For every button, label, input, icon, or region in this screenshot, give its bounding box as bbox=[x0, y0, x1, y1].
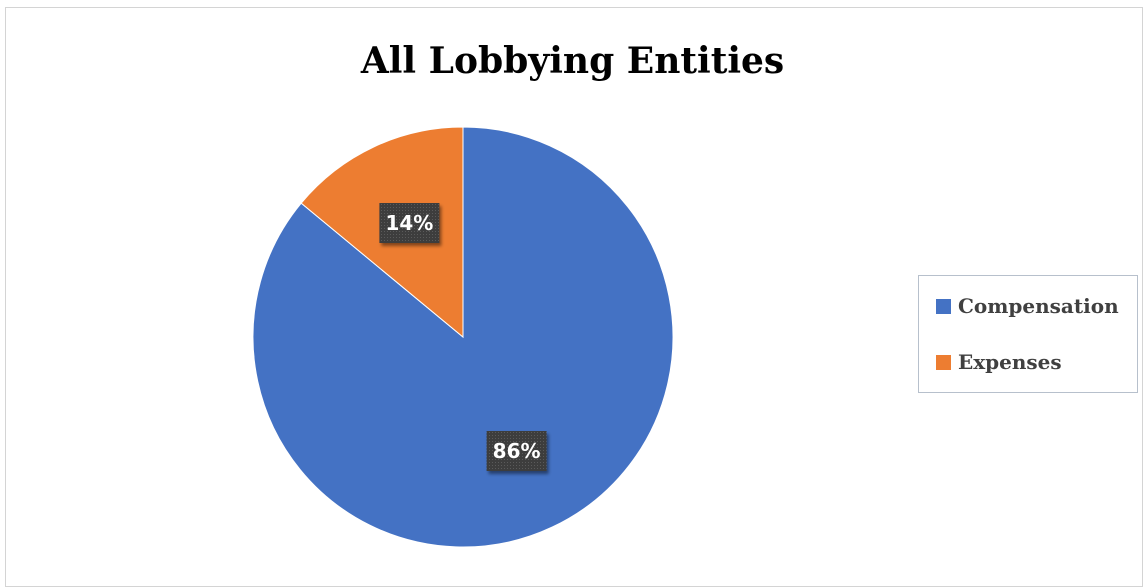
data-label-text-expenses: 14% bbox=[385, 211, 433, 235]
legend-item-expenses: Expenses bbox=[936, 350, 1062, 374]
chart-legend: Compensation Expenses bbox=[918, 275, 1138, 393]
data-label-box-expenses bbox=[379, 203, 440, 243]
data-label-text-compensation: 86% bbox=[493, 439, 541, 463]
data-label-expenses: 14% bbox=[379, 203, 440, 243]
legend-swatch-compensation bbox=[936, 298, 951, 314]
legend-item-compensation: Compensation bbox=[936, 294, 1119, 318]
data-label-box-compensation bbox=[486, 431, 547, 471]
chart-title: All Lobbying Entities bbox=[360, 40, 785, 82]
pie-chart: 86% 14% bbox=[252, 126, 674, 548]
legend-label-expenses: Expenses bbox=[958, 350, 1062, 374]
pie-slice-compensation bbox=[252, 126, 674, 548]
data-label-compensation: 86% bbox=[486, 431, 547, 471]
legend-label-compensation: Compensation bbox=[958, 294, 1119, 318]
legend-swatch-expenses bbox=[936, 354, 951, 370]
